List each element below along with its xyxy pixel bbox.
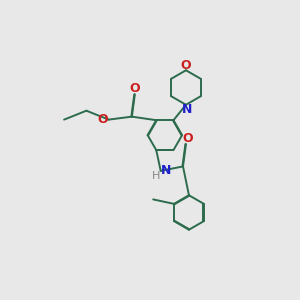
Text: N: N	[182, 103, 193, 116]
Text: O: O	[182, 132, 193, 145]
Text: O: O	[181, 59, 191, 72]
Text: O: O	[98, 113, 108, 126]
Text: H: H	[152, 171, 160, 181]
Text: O: O	[130, 82, 140, 95]
Text: N: N	[161, 164, 171, 177]
